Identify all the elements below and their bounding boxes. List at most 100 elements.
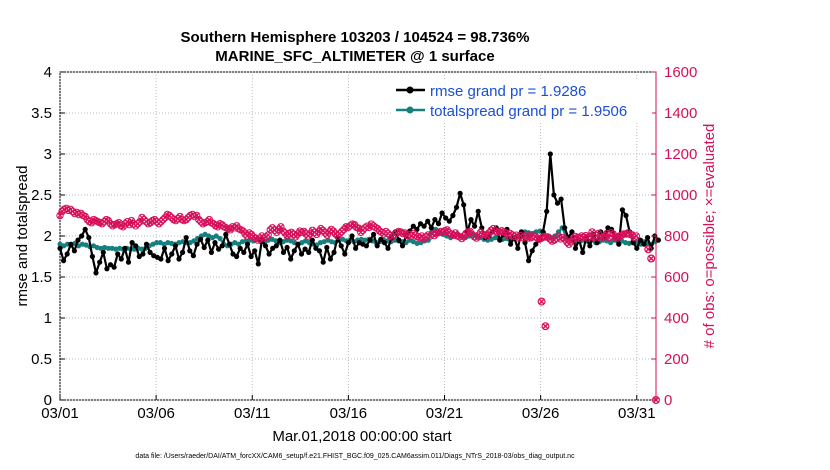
rmse-point — [533, 241, 539, 247]
obs-evaluated-point — [120, 223, 127, 230]
y-tick-label-right: 1000 — [664, 187, 697, 204]
rmse-point — [385, 245, 391, 251]
rmse-point — [468, 217, 474, 223]
obs-evaluated-point — [526, 235, 533, 242]
obs-possible-point — [333, 232, 342, 240]
obs-evaluated-point — [366, 224, 373, 231]
rmse-point — [428, 225, 434, 231]
y-tick-label: 1 — [44, 310, 52, 327]
series-obs — [56, 204, 660, 405]
rmse-point — [645, 235, 651, 241]
rmse-point — [172, 243, 178, 249]
obs-possible-point — [458, 234, 466, 243]
obs-possible-point — [277, 223, 285, 231]
obs-evaluated-point — [494, 229, 501, 236]
rmse-point — [547, 151, 553, 157]
rmse-point — [381, 240, 387, 246]
rmse-point — [277, 237, 283, 243]
obs-possible-point — [155, 220, 163, 228]
data-file-footer: data file: /Users/raeder/DAI/ATM_forcXX/… — [135, 453, 575, 460]
rmse-point — [641, 241, 647, 247]
rmse-point — [183, 235, 189, 241]
rmse-point — [497, 237, 503, 243]
obs-evaluated-point — [633, 232, 640, 240]
obs-possible-point — [56, 211, 64, 220]
rmse-point — [212, 240, 218, 246]
obs-evaluated-point — [561, 236, 568, 243]
x-tick-label: 03/26 — [522, 405, 560, 422]
legend-totalspread: totalspread grand pr = 1.9506 — [430, 103, 627, 120]
rmse-point — [306, 249, 312, 255]
y-tick-label: 3 — [44, 146, 52, 163]
rmse-point — [309, 237, 315, 243]
rmse-point — [457, 190, 463, 196]
rmse-point — [432, 217, 438, 223]
chart-subtitle: MARINE_SFC_ALTIMETER @ 1 surface — [215, 48, 494, 65]
rmse-point — [446, 218, 452, 224]
x-tick-label: 03/06 — [137, 405, 175, 422]
obs-possible-point — [182, 215, 190, 224]
rmse-point — [266, 251, 272, 257]
legend: rmse grand pr = 1.9286 totalspread grand… — [392, 79, 652, 121]
rmse-point — [241, 249, 247, 255]
y-tick-label-right: 1600 — [664, 64, 697, 81]
y-tick-label-right: 1400 — [664, 105, 697, 122]
x-tick-label: 03/21 — [426, 405, 464, 422]
totalspread-point — [154, 240, 160, 246]
rmse-point — [118, 256, 124, 262]
totalspread-point — [213, 233, 219, 239]
y-tick-label-right: 1200 — [664, 146, 697, 163]
obs-evaluated-point — [433, 229, 440, 236]
rmse-point — [288, 256, 294, 262]
obs-evaluated-point — [620, 230, 627, 237]
y-tick-label-right: 200 — [664, 351, 689, 368]
rmse-point — [551, 192, 557, 198]
rmse-point — [198, 236, 204, 242]
obs-possible-point — [134, 220, 142, 228]
x-tick-label: 03/31 — [618, 405, 656, 422]
chart-title: Southern Hemisphere 103203 / 104524 = 98… — [181, 29, 530, 46]
rmse-point — [169, 251, 175, 257]
rmse-point — [161, 245, 168, 251]
x-tick-label: 03/11 — [234, 405, 270, 422]
rmse-point — [619, 207, 626, 213]
obs-evaluated-point — [256, 236, 263, 243]
y-tick-label-right: 800 — [664, 228, 689, 245]
rmse-point — [572, 245, 579, 251]
obs-evaluated-point — [277, 223, 284, 230]
rmse-point — [587, 243, 593, 249]
rmse-point — [104, 266, 110, 272]
rmse-point — [86, 235, 92, 241]
rmse-point — [255, 261, 261, 267]
obs-possible-point — [195, 215, 203, 224]
obs-possible-point — [140, 215, 148, 224]
obs-possible-point — [336, 229, 344, 238]
rmse-point — [100, 249, 106, 255]
obs-evaluated-point — [587, 232, 594, 240]
obs-evaluated-point — [395, 228, 402, 235]
rmse-point — [244, 241, 251, 247]
obs-evaluated-point — [612, 234, 619, 241]
rmse-point — [320, 259, 326, 265]
rmse-point — [410, 223, 416, 229]
rmse-point — [580, 249, 586, 255]
obs-possible-point — [262, 233, 270, 241]
rmse-point — [475, 208, 481, 214]
rmse-point — [133, 243, 139, 249]
rmse-point — [331, 249, 337, 255]
y-tick-label: 0 — [44, 392, 52, 409]
obs-evaluated-point — [214, 223, 221, 230]
totalspread-point — [217, 235, 223, 242]
rmse-point — [187, 248, 193, 254]
rmse-point — [190, 253, 196, 259]
obs-possible-point — [165, 211, 174, 220]
rmse-point — [262, 243, 269, 249]
rmse-point — [57, 245, 63, 251]
obs-evaluated-point — [128, 217, 135, 224]
obs-outlier-possible — [541, 322, 550, 331]
rmse-point — [544, 208, 550, 214]
obs-evaluated-point — [483, 232, 490, 240]
obs-outlier-evaluated — [645, 246, 652, 253]
rmse-point — [558, 196, 564, 202]
obs-evaluated-point — [244, 232, 251, 240]
